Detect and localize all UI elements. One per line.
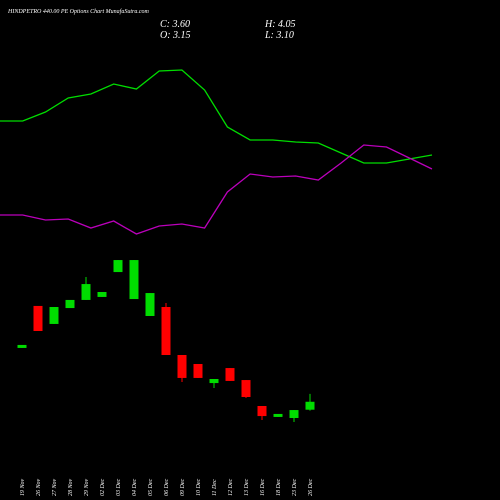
candle-body (17, 344, 27, 348)
x-tick-label: 10 Dec (196, 479, 202, 496)
candle-body (241, 380, 251, 397)
x-tick-label: 26 Nov (36, 478, 42, 496)
x-tick-label: 18 Dec (276, 479, 282, 496)
x-tick-label: 03 Dec (116, 479, 122, 496)
low-label: L: 3.10 (264, 30, 294, 41)
x-tick-label: 28 Nov (68, 478, 74, 496)
x-tick-label: 23 Dec (292, 479, 298, 496)
candle-body (65, 299, 75, 309)
close-label: C: 3.60 (160, 19, 190, 30)
candle-body (193, 364, 203, 378)
x-tick-label: 19 Nov (20, 478, 26, 496)
candle-body (81, 284, 91, 300)
x-tick-label: 04 Dec (131, 479, 138, 496)
indicator-line (0, 69, 433, 164)
candle-body (145, 293, 155, 316)
chart-title: HINDPETRO 440.00 PE Options Chart Munafa… (7, 8, 149, 15)
x-tick-label: 12 Dec (228, 479, 234, 496)
high-label: H: 4.05 (264, 19, 296, 30)
indicator-line (0, 144, 433, 235)
candle-body (177, 355, 187, 378)
candle-body (49, 307, 59, 324)
x-tick-label: 26 Dec (308, 479, 314, 496)
x-tick-label: 13 Dec (244, 479, 250, 496)
candle-body (209, 379, 219, 384)
candle-body (97, 292, 107, 297)
candle-body (33, 305, 43, 331)
candle-body (113, 260, 123, 273)
x-tick-label: 11 Dec (212, 479, 218, 496)
x-tick-label: 29 Nov (84, 478, 90, 496)
x-tick-label: 09 Dec (180, 479, 186, 496)
x-tick-label: 02 Dec (100, 479, 106, 496)
x-tick-label: 06 Dec (164, 479, 170, 496)
candle-body (161, 307, 171, 355)
candle-body (257, 406, 267, 417)
x-tick-label: 16 Dec (260, 479, 266, 496)
candle-body (129, 260, 139, 300)
x-tick-label: 05 Dec (148, 479, 154, 496)
candle-body (289, 410, 299, 418)
x-tick-label: 27 Nov (52, 478, 58, 496)
candle-body (305, 401, 315, 410)
candle-body (273, 413, 283, 417)
candle-body (225, 368, 235, 381)
open-label: O: 3.15 (160, 30, 191, 41)
